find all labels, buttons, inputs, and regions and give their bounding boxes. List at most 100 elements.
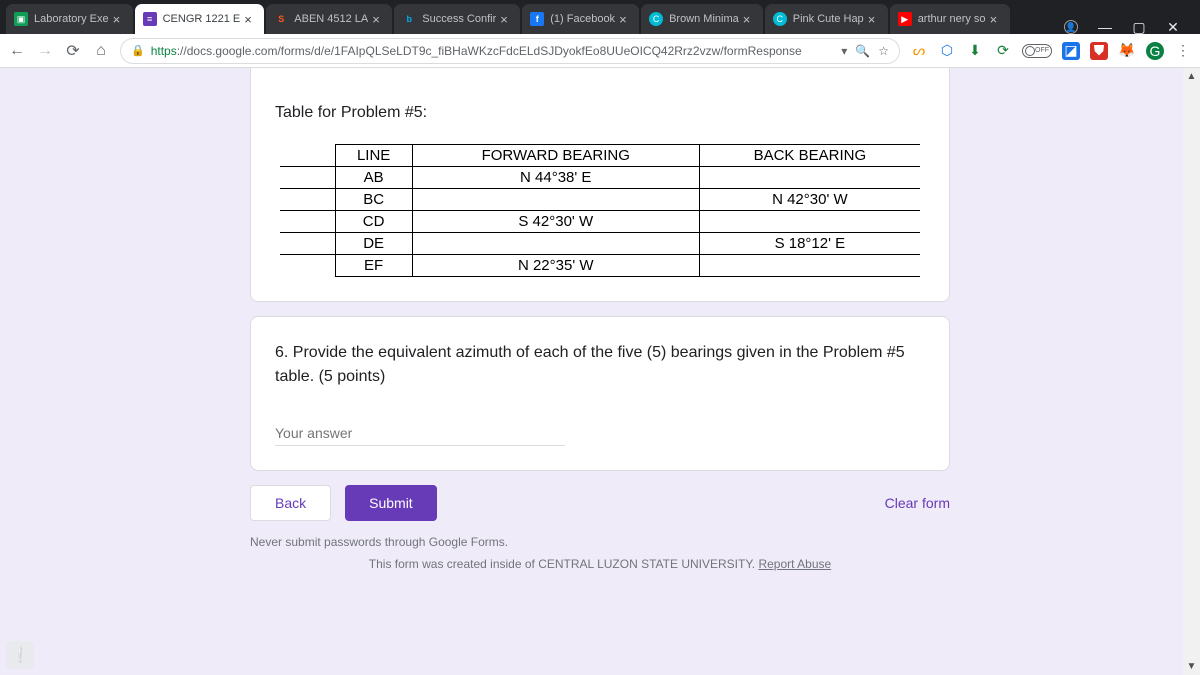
tab-favicon-icon: C — [649, 12, 663, 26]
table-row: DES 18°12' E — [280, 233, 920, 255]
table-cell — [699, 167, 920, 189]
card-question-6: 6. Provide the equivalent azimuth of eac… — [250, 316, 950, 471]
table-row: ABN 44°38' E — [280, 167, 920, 189]
scrollbar-track[interactable] — [1183, 85, 1200, 658]
table-cell: N 44°38' E — [412, 167, 699, 189]
ext-icon-4[interactable]: ⟳ — [994, 42, 1012, 60]
browser-tab[interactable]: f (1) Facebook × — [522, 4, 639, 34]
table-row: CDS 42°30' W — [280, 211, 920, 233]
table-row: EFN 22°35' W — [280, 255, 920, 277]
report-abuse-link[interactable]: Report Abuse — [758, 557, 831, 571]
minimize-icon[interactable]: — — [1098, 20, 1112, 34]
ext-icon-7[interactable]: 🦊 — [1118, 42, 1136, 60]
scrollbar-up-icon[interactable]: ▲ — [1183, 68, 1200, 85]
browser-tab[interactable]: ▶ arthur nery so × — [890, 4, 1010, 34]
nav-back-icon[interactable]: ← — [8, 42, 26, 60]
table-cell: S 42°30' W — [412, 211, 699, 233]
tab-label: ABEN 4512 LA — [294, 13, 368, 25]
url-dropdown-icon[interactable]: ▾ — [841, 44, 847, 58]
browser-tab-strip: ▣ Laboratory Exe ×≡ CENGR 1221 E ×S ABEN… — [0, 0, 1200, 34]
address-bar[interactable]: 🔒 https://docs.google.com/forms/d/e/1FAI… — [120, 38, 900, 64]
kebab-menu-icon[interactable]: ⋮ — [1174, 42, 1192, 60]
window-close-icon[interactable]: ✕ — [1166, 20, 1180, 34]
tab-label: arthur nery so — [918, 13, 986, 25]
maximize-icon[interactable]: ▢ — [1132, 20, 1146, 34]
table-cell — [280, 233, 335, 255]
card-title: Table for Problem #5: — [275, 104, 925, 122]
tab-label: Brown Minima — [669, 13, 739, 25]
browser-tab[interactable]: S ABEN 4512 LA × — [266, 4, 392, 34]
feedback-icon[interactable]: ❕ — [6, 641, 34, 669]
tab-close-icon[interactable]: × — [743, 12, 755, 27]
table-cell — [699, 255, 920, 277]
ext-icon-1[interactable]: ᔕ — [910, 42, 928, 60]
tab-close-icon[interactable]: × — [113, 12, 125, 27]
back-button[interactable]: Back — [250, 485, 331, 521]
table-cell: EF — [335, 255, 412, 277]
tab-close-icon[interactable]: × — [868, 12, 880, 27]
clear-form-button[interactable]: Clear form — [885, 495, 950, 511]
tab-label: Laboratory Exe — [34, 13, 109, 25]
table-cell — [412, 233, 699, 255]
table-cell — [280, 167, 335, 189]
table-cell — [280, 189, 335, 211]
table-cell — [280, 255, 335, 277]
form-actions: Back Submit Clear form — [250, 485, 950, 521]
tab-label: CENGR 1221 E — [163, 13, 241, 25]
submit-button[interactable]: Submit — [345, 485, 437, 521]
zoom-icon[interactable]: 🔍 — [855, 44, 870, 58]
browser-tab[interactable]: b Success Confir × — [394, 4, 520, 34]
scrollbar-down-icon[interactable]: ▼ — [1183, 658, 1200, 675]
table-row: BCN 42°30' W — [280, 189, 920, 211]
tab-close-icon[interactable]: × — [990, 12, 1002, 27]
table-header: BACK BEARING — [699, 145, 920, 167]
tab-close-icon[interactable]: × — [244, 12, 256, 27]
ext-icon-3[interactable]: ⬇ — [966, 42, 984, 60]
bookmark-icon[interactable]: ☆ — [878, 44, 889, 58]
table-header: LINE — [335, 145, 412, 167]
ext-icon-5[interactable]: ◪ — [1062, 42, 1080, 60]
home-icon[interactable]: ⌂ — [92, 42, 110, 60]
table-cell: CD — [335, 211, 412, 233]
ext-toggle[interactable]: OFF — [1022, 44, 1052, 58]
browser-tab[interactable]: ▣ Laboratory Exe × — [6, 4, 133, 34]
answer-input[interactable] — [275, 421, 565, 446]
page-viewport: ▲ ▼ Table for Problem #5: LINEFORWARD BE… — [0, 68, 1200, 675]
table-cell — [699, 211, 920, 233]
ext-icon-2[interactable]: ⬡ — [938, 42, 956, 60]
password-warning: Never submit passwords through Google Fo… — [250, 535, 950, 549]
tab-favicon-icon: f — [530, 12, 544, 26]
tab-favicon-icon: b — [402, 12, 416, 26]
card-problem-table: Table for Problem #5: LINEFORWARD BEARIN… — [250, 68, 950, 302]
form-credit: This form was created inside of CENTRAL … — [250, 557, 950, 571]
tab-favicon-icon: ▣ — [14, 12, 28, 26]
lock-icon: 🔒 — [131, 44, 145, 57]
tab-favicon-icon: S — [274, 12, 288, 26]
tab-close-icon[interactable]: × — [500, 12, 512, 27]
nav-forward-icon: → — [36, 42, 54, 60]
ext-icon-6[interactable]: ⛊ — [1090, 42, 1108, 60]
tab-label: Pink Cute Hap — [793, 13, 864, 25]
tab-favicon-icon: ≡ — [143, 12, 157, 26]
browser-tab[interactable]: C Brown Minima × — [641, 4, 763, 34]
table-cell: N 22°35' W — [412, 255, 699, 277]
browser-toolbar: ← → ⟳ ⌂ 🔒 https://docs.google.com/forms/… — [0, 34, 1200, 68]
profile-icon[interactable]: 👤 — [1064, 20, 1078, 34]
tab-close-icon[interactable]: × — [372, 12, 384, 27]
tab-favicon-icon: C — [773, 12, 787, 26]
tab-label: (1) Facebook — [550, 13, 615, 25]
reload-icon[interactable]: ⟳ — [64, 42, 82, 60]
credit-text: This form was created inside of CENTRAL … — [369, 557, 759, 571]
bearings-table: LINEFORWARD BEARINGBACK BEARING ABN 44°3… — [280, 144, 920, 277]
tab-close-icon[interactable]: × — [619, 12, 631, 27]
table-header — [280, 145, 335, 167]
table-header: FORWARD BEARING — [412, 145, 699, 167]
browser-tab[interactable]: ≡ CENGR 1221 E × — [135, 4, 265, 34]
window-controls: 👤 — ▢ ✕ — [1050, 20, 1194, 34]
table-cell: AB — [335, 167, 412, 189]
url-path: ://docs.google.com/forms/d/e/1FAIpQLSeLD… — [177, 44, 802, 58]
browser-tab[interactable]: C Pink Cute Hap × — [765, 4, 888, 34]
table-cell: DE — [335, 233, 412, 255]
ext-icon-8[interactable]: G — [1146, 42, 1164, 60]
google-form: Table for Problem #5: LINEFORWARD BEARIN… — [250, 68, 950, 571]
